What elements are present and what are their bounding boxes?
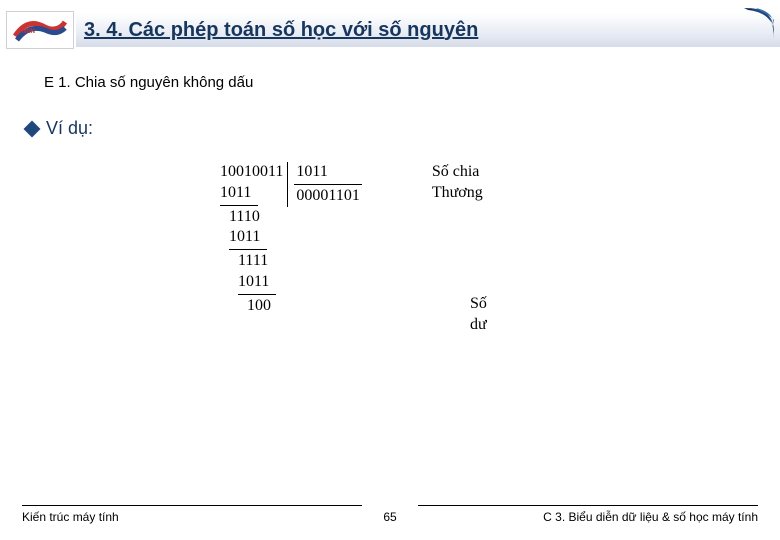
- division-step: 1011: [220, 227, 276, 248]
- division-rule: [220, 205, 258, 206]
- bullet-label: Ví dụ:: [46, 118, 93, 139]
- label-quotient: Thương: [432, 183, 483, 204]
- sub-heading: E 1. Chia số nguyên không dấu: [44, 74, 253, 91]
- quotient: 00001101: [294, 185, 361, 207]
- footer-page: 65: [383, 510, 396, 524]
- diamond-bullet-icon: [24, 120, 41, 137]
- label-divisor: Số chia: [432, 162, 483, 183]
- logo-swoosh-icon: VNNN: [13, 16, 67, 44]
- corner-decoration-icon: [738, 8, 774, 44]
- division-rule: [238, 294, 276, 295]
- dividend-column: 10010011 10111110101111111011100: [220, 162, 283, 317]
- division-steps: 10111110101111111011100: [220, 183, 276, 317]
- dividend: 10010011: [220, 162, 283, 183]
- division-step: 100: [220, 296, 276, 317]
- footer-rule-right: [418, 505, 758, 506]
- title-band: 3. 4. Các phép toán số học với số nguyên: [76, 13, 780, 47]
- footer-right: C 3. Biểu diễn dữ liệu & số học máy tính: [543, 509, 758, 524]
- divisor: 1011: [294, 162, 361, 185]
- division-step: 1110: [220, 207, 276, 228]
- example-bullet: Ví dụ:: [26, 118, 93, 139]
- long-division: 10010011 10111110101111111011100 1011 00…: [220, 162, 483, 317]
- footer-rule-left: [22, 505, 362, 506]
- label-remainder: Số dư: [470, 294, 487, 336]
- division-step: 1111: [220, 251, 276, 272]
- division-step: 1011: [220, 272, 276, 293]
- divisor-column: 1011 00001101: [287, 162, 361, 207]
- division-labels: Số chia Thương: [432, 162, 483, 204]
- footer: Kiến trúc máy tính 65 C 3. Biểu diễn dữ …: [0, 509, 780, 524]
- footer-left: Kiến trúc máy tính: [22, 509, 119, 524]
- slide-title: 3. 4. Các phép toán số học với số nguyên: [84, 19, 478, 42]
- logo-text: VNNN: [18, 29, 35, 35]
- slide: VNNN 3. 4. Các phép toán số học với số n…: [0, 0, 780, 540]
- division-step: 1011: [220, 183, 276, 204]
- header: VNNN 3. 4. Các phép toán số học với số n…: [0, 10, 780, 50]
- division-rule: [229, 249, 267, 250]
- logo: VNNN: [6, 11, 74, 49]
